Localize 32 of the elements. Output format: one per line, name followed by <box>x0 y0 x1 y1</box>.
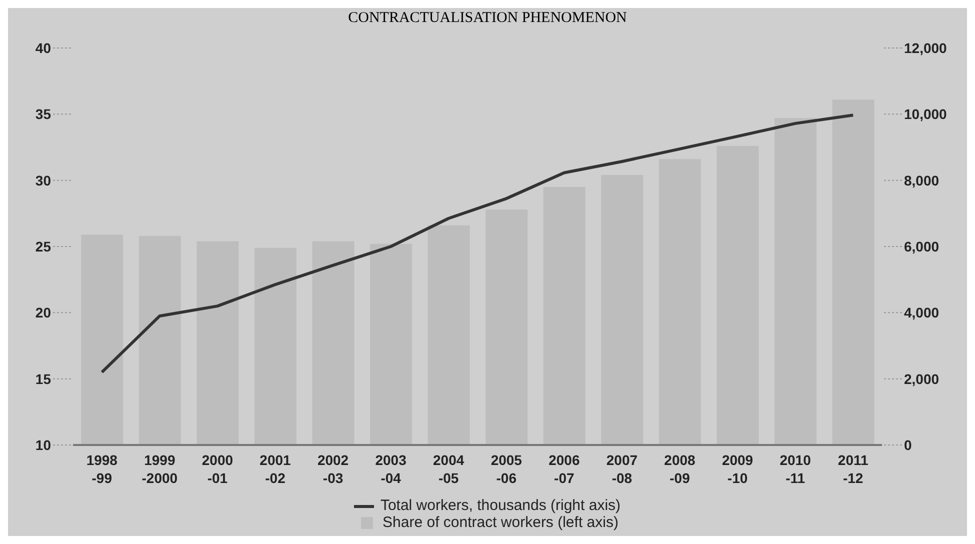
y2-tick-label: 2,000 <box>904 370 940 387</box>
x-tick-label: 2003 -04 <box>375 452 407 486</box>
y-tick-label: 20 <box>35 304 52 321</box>
y-tick-label: 30 <box>35 172 52 188</box>
x-tick-label: 2005 -06 <box>490 452 522 486</box>
y2-tick-label: 4,000 <box>904 304 940 321</box>
x-tick-label: 2002 -03 <box>317 452 349 486</box>
chart-title: CONTRACTUALISATION PHENOMENON <box>347 9 628 28</box>
x-tick-label: 2004 -05 <box>433 452 464 486</box>
y-tick-label: 35 <box>35 106 52 122</box>
legend-label: Total workers, thousands (right axis) <box>380 497 621 514</box>
x-tick-label: 2001 -02 <box>260 452 292 486</box>
y2-tick-label: 8,000 <box>904 172 940 188</box>
x-tick-label: 2009 -10 <box>722 452 754 486</box>
y2-tick-label: 10,000 <box>904 106 948 122</box>
line-series <box>100 114 855 374</box>
y-tick-label: 40 <box>35 40 52 56</box>
legend-label: Share of contract workers (left axis) <box>382 514 618 531</box>
x-tick-label: 1998 -99 <box>86 452 118 486</box>
x-tick-label: 2006 -07 <box>548 452 580 486</box>
x-tick-label: 2007 -08 <box>606 452 638 486</box>
y2-tick-label: 12,000 <box>904 40 948 56</box>
y-tick-label: 15 <box>35 370 52 387</box>
x-tick-label: 2011 -12 <box>838 452 869 486</box>
x-tick-label: 1999 -2000 <box>142 452 178 486</box>
y2-tick-label: 0 <box>904 437 912 453</box>
y-tick-label: 10 <box>35 437 52 453</box>
x-tick-label: 2010 -11 <box>780 452 812 486</box>
x-tick-label: 2008 -09 <box>664 452 696 486</box>
y-tick-label: 25 <box>35 238 52 254</box>
x-tick-label: 2000 -01 <box>202 452 234 486</box>
y2-tick-label: 6,000 <box>904 238 940 254</box>
